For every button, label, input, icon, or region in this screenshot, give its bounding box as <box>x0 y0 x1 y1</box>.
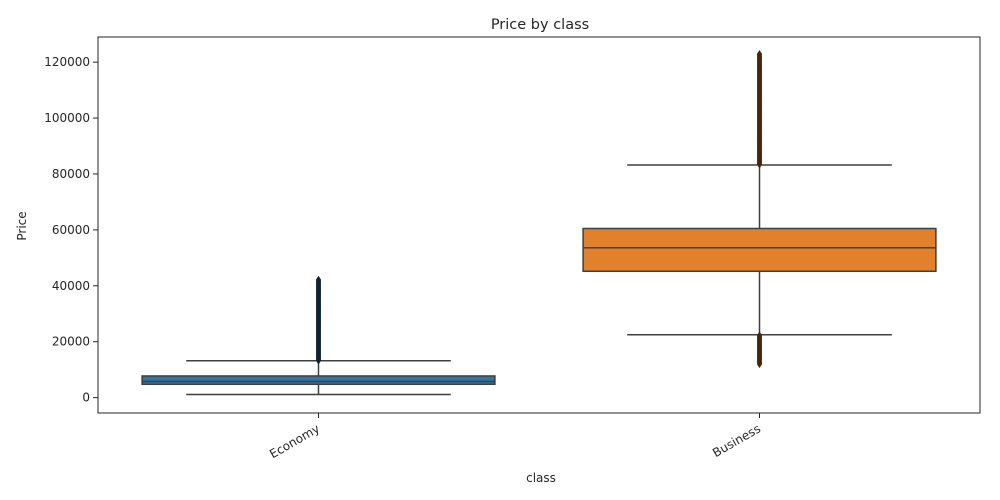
outlier-point <box>315 275 322 284</box>
iqr-box <box>582 227 937 273</box>
y-tick-label: 80000 <box>52 167 90 181</box>
box-economy <box>141 275 496 396</box>
outlier-point <box>756 49 763 58</box>
y-tick-label: 0 <box>82 391 90 405</box>
box-business <box>582 49 937 369</box>
y-tick-label: 40000 <box>52 279 90 293</box>
outlier-point <box>756 331 763 340</box>
x-tick-label: Economy <box>267 421 322 461</box>
x-axis-label: class <box>526 471 556 485</box>
y-axis: 0 20000 40000 60000 80000 100000 120000 <box>44 55 98 405</box>
x-axis: Economy Business <box>267 413 763 461</box>
plot-area <box>141 49 937 396</box>
y-tick-label: 60000 <box>52 223 90 237</box>
y-tick-label: 20000 <box>52 335 90 349</box>
iqr-box <box>141 375 496 386</box>
y-tick-label: 100000 <box>44 111 90 125</box>
y-tick-label: 120000 <box>44 55 90 69</box>
chart-title: Price by class <box>491 17 589 33</box>
plot-frame <box>97 36 981 414</box>
x-tick-label: Business <box>710 421 763 460</box>
y-axis-label: Price <box>15 211 29 240</box>
